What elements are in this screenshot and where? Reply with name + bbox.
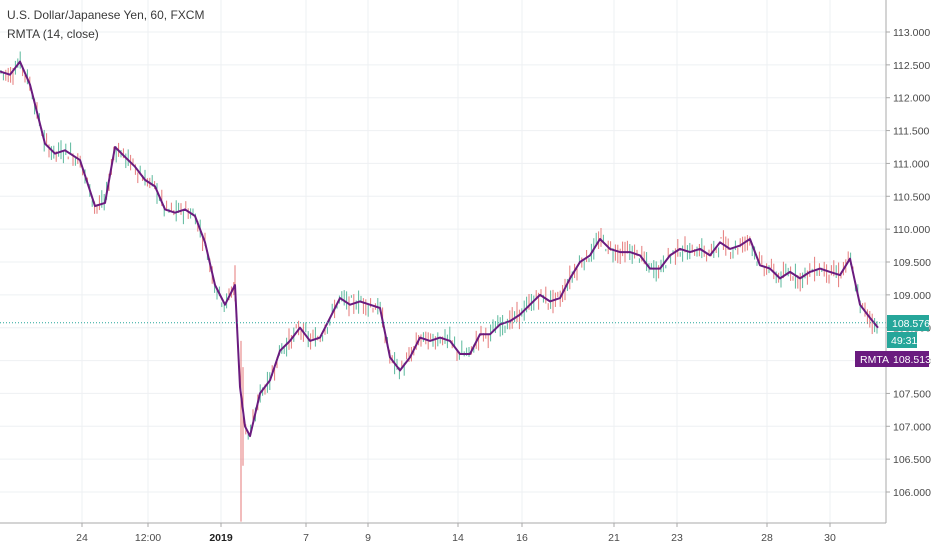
time-tick-label: 16 (516, 532, 528, 544)
time-tick-label: 14 (452, 532, 464, 544)
countdown-tag: 49:31 (887, 332, 917, 348)
time-tick-label: 2019 (209, 532, 233, 544)
time-tick-label: 9 (365, 532, 371, 544)
countdown-value: 49:31 (891, 335, 917, 347)
price-tick-label: 107.000 (893, 421, 931, 433)
price-tick-label: 112.500 (893, 60, 930, 72)
indicator-tag-name: RMTA (860, 354, 889, 366)
price-tick-label: 111.000 (893, 158, 930, 170)
indicator-line-layer (0, 60, 879, 438)
time-tick-label: 21 (608, 532, 620, 544)
time-tick-label: 30 (824, 532, 836, 544)
price-tick-label: 106.000 (893, 487, 931, 499)
grid (0, 0, 886, 523)
price-tick-label: 109.000 (893, 290, 931, 302)
price-tick-label: 106.500 (893, 454, 931, 466)
price-tag-value: 108.576 (892, 318, 930, 330)
time-tick-label: 12:00 (135, 532, 161, 544)
time-tick-label: 28 (761, 532, 773, 544)
time-axis[interactable]: 24 12:00 2019 7 9 14 16 21 23 28 30 (76, 523, 836, 544)
price-tick-label: 110.500 (893, 191, 930, 203)
price-tick-label: 112.000 (893, 93, 930, 105)
rmta-series-line (0, 60, 879, 438)
price-tick-label: 107.500 (893, 388, 931, 400)
price-tick-label: 113.000 (893, 27, 930, 39)
time-tick-label: 23 (671, 532, 683, 544)
price-tick-label: 111.500 (893, 126, 930, 138)
price-tick-label: 110.000 (893, 224, 930, 236)
time-tick-label: 24 (76, 532, 88, 544)
symbol-title[interactable]: U.S. Dollar/Japanese Yen, 60, FXCM (7, 8, 205, 22)
indicator-tag-value: 108.513 (893, 354, 931, 366)
chart-legend: U.S. Dollar/Japanese Yen, 60, FXCM RMTA … (7, 6, 204, 44)
indicator-tag: RMTA 108.513 (855, 351, 931, 367)
indicator-legend[interactable]: RMTA (14, close) (7, 27, 99, 41)
time-tick-label: 7 (303, 532, 309, 544)
price-axis[interactable]: 113.000 112.500 112.000 111.500 111.000 110.5… (886, 27, 931, 499)
price-tag: 108.576 (887, 315, 930, 331)
price-tick-label: 109.500 (893, 257, 931, 269)
candles (0, 51, 878, 522)
